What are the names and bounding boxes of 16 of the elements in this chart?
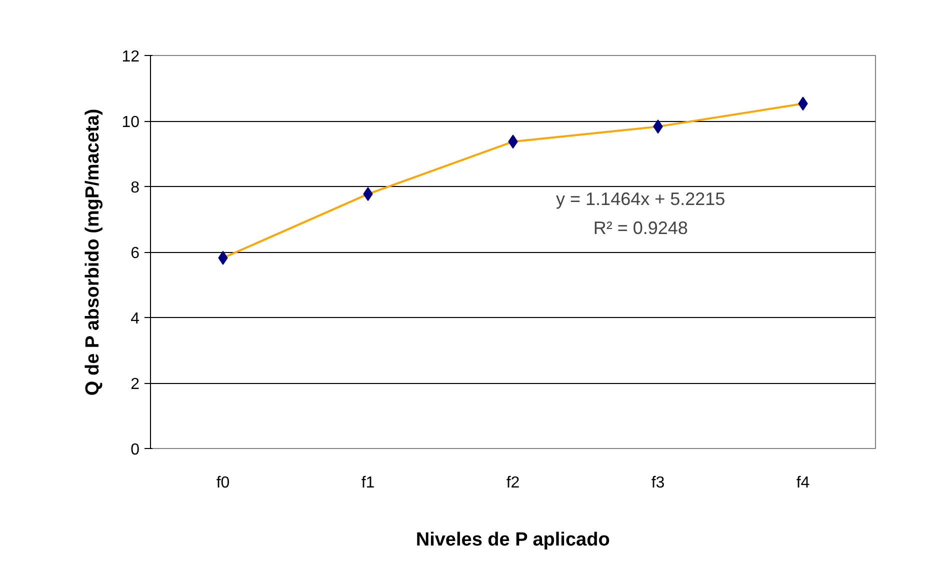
y-tick-label: 8 bbox=[130, 180, 140, 196]
y-tick-label: 6 bbox=[130, 245, 140, 262]
y-tick-label: 10 bbox=[122, 114, 140, 131]
x-tick-label: f0 bbox=[216, 474, 230, 492]
y-tick-label: 4 bbox=[130, 310, 140, 328]
annotation: R² = 0.9248 bbox=[593, 218, 688, 238]
annotation: y = 1.1464x + 5.2215 bbox=[556, 188, 726, 209]
y-tick-label: 0 bbox=[130, 442, 140, 458]
x-tick-label: f2 bbox=[506, 474, 520, 492]
y-axis-title: Q de P absorbido (mgP/maceta) bbox=[82, 108, 104, 396]
x-tick-label: f3 bbox=[651, 474, 665, 492]
y-tick-label: 2 bbox=[130, 376, 140, 393]
x-tick-label: f4 bbox=[796, 474, 810, 492]
x-axis-title: Niveles de P aplicado bbox=[416, 530, 610, 550]
x-tick-label: f1 bbox=[361, 474, 375, 492]
y-tick-label: 12 bbox=[122, 48, 140, 66]
